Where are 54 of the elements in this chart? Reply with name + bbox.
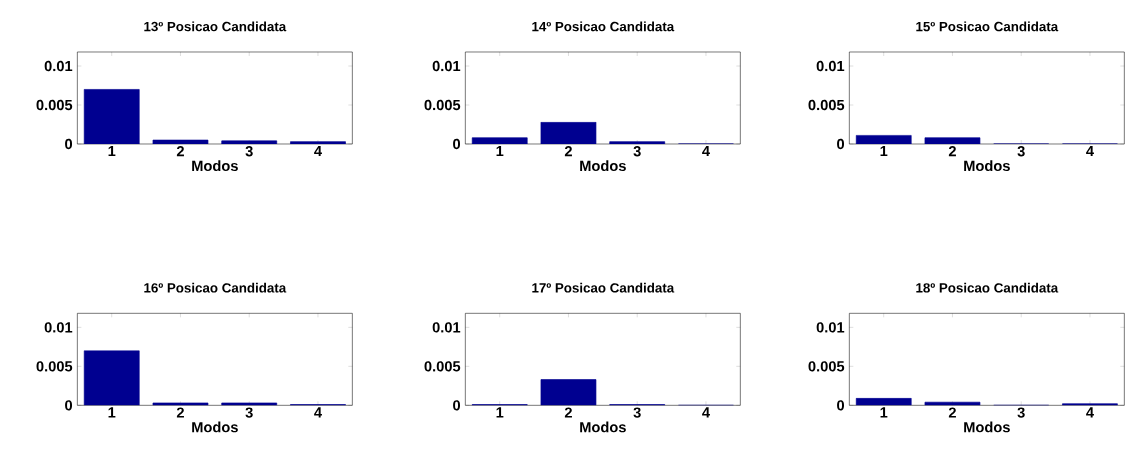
x-axis-title: Modos xyxy=(580,421,626,433)
x-tick-label: 3 xyxy=(245,146,253,157)
x-axis-title: Modos xyxy=(192,421,238,433)
y-tick-label: 0 xyxy=(65,400,73,411)
y-tick-label: 0 xyxy=(65,138,73,150)
y-tick-label: 0.005 xyxy=(808,361,845,372)
y-tick-label: 0 xyxy=(453,400,461,411)
y-tick-label: 0 xyxy=(453,138,461,150)
y-tick-label: 0.01 xyxy=(432,322,461,333)
y-tick-label: 0.01 xyxy=(816,322,845,333)
x-tick-label: 2 xyxy=(564,407,572,418)
y-tick-label: 0.005 xyxy=(424,361,461,372)
y-tick-label: 0.01 xyxy=(432,60,461,72)
x-tick-label: 2 xyxy=(948,407,956,418)
x-tick-label: 4 xyxy=(1086,407,1094,418)
x-tick-label: 4 xyxy=(314,407,322,418)
x-tick-label: 3 xyxy=(633,407,641,418)
x-tick-label: 2 xyxy=(176,407,184,418)
x-tick-label: 4 xyxy=(702,407,710,418)
chart-title: 13º Posicao Candidata xyxy=(144,21,287,32)
chart-title: 15º Posicao Candidata xyxy=(916,21,1059,32)
y-tick-label: 0.01 xyxy=(44,60,73,72)
y-tick-label: 0.01 xyxy=(44,322,73,333)
x-tick-label: 4 xyxy=(702,146,710,157)
x-tick-label: 1 xyxy=(880,407,888,418)
x-axis-title: Modos xyxy=(964,421,1010,433)
x-tick-label: 2 xyxy=(948,146,956,157)
x-tick-label: 4 xyxy=(1086,146,1094,157)
x-tick-label: 3 xyxy=(245,407,253,418)
chart-title: 14º Posicao Candidata xyxy=(532,21,675,32)
chart-title: 18º Posicao Candidata xyxy=(916,282,1059,293)
y-tick-label: 0 xyxy=(837,138,845,150)
chart-title: 16º Posicao Candidata xyxy=(144,282,287,293)
x-axis-title: Modos xyxy=(964,160,1010,172)
x-tick-label: 4 xyxy=(314,146,322,157)
y-tick-label: 0.005 xyxy=(36,361,73,372)
y-tick-label: 0.01 xyxy=(816,60,845,72)
y-tick-label: 0.005 xyxy=(808,99,845,111)
x-tick-label: 3 xyxy=(1017,146,1025,157)
x-axis-title: Modos xyxy=(580,160,626,172)
x-tick-label: 1 xyxy=(108,407,116,418)
y-tick-label: 0.005 xyxy=(424,99,461,111)
y-tick-label: 0 xyxy=(837,400,845,411)
x-tick-label: 1 xyxy=(496,146,504,157)
x-tick-label: 2 xyxy=(564,146,572,157)
y-tick-label: 0.005 xyxy=(36,99,73,111)
x-tick-label: 1 xyxy=(496,407,504,418)
x-tick-label: 3 xyxy=(633,146,641,157)
x-tick-label: 1 xyxy=(880,146,888,157)
x-tick-label: 3 xyxy=(1017,407,1025,418)
chart-title: 17º Posicao Candidata xyxy=(532,282,675,293)
x-tick-label: 1 xyxy=(108,146,116,157)
x-tick-label: 2 xyxy=(176,146,184,157)
x-axis-title: Modos xyxy=(192,160,238,172)
